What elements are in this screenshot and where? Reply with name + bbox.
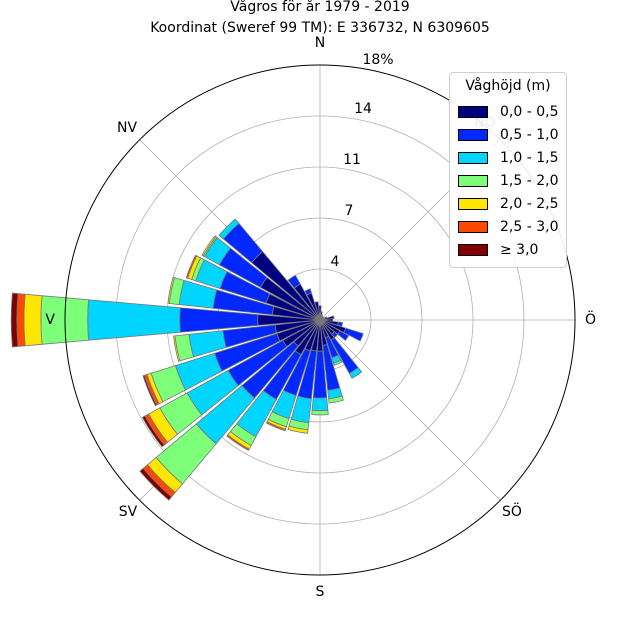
chart-title: Vågros för år 1979 - 2019 [230,0,410,15]
legend-item: 0,5 - 1,0 [458,126,568,144]
rose-bar-segment [139,467,173,501]
rose-bar-segment [87,299,181,341]
direction-label: SÖ [502,502,522,520]
legend-label: 0,0 - 0,5 [500,104,559,120]
legend-label: 2,0 - 2,5 [500,196,559,212]
legend-swatch [458,198,488,210]
legend-item: 1,5 - 2,0 [458,172,568,190]
rose-bar-segment [173,335,181,362]
legend-title: Våghöjd (m) [465,78,551,94]
rose-bar-segment [348,366,363,379]
polar-outer-circle [64,64,576,576]
direction-label: SV [119,504,138,520]
rose-bars [10,218,364,501]
radial-tick-label: 11 [343,152,361,168]
legend-item: 2,5 - 3,0 [458,218,568,236]
rose-bar-segment [201,235,217,257]
legend-item: 0,0 - 0,5 [458,103,568,121]
rose-bar-segment [328,395,344,404]
direction-label: NV [117,120,137,136]
legend-item: ≥ 3,0 [458,241,568,259]
legend: Våghöjd (m) 0,0 - 0,5 0,5 - 1,0 1,0 - 1,… [449,72,567,268]
rose-bar-segment [10,292,19,348]
radial-tick-label: 4 [331,254,340,270]
legend-label: ≥ 3,0 [500,242,539,258]
legend-item: 1,0 - 1,5 [458,149,568,167]
legend-label: 1,5 - 2,0 [500,173,559,189]
rose-bar-segment [142,374,158,407]
grid-spoke [319,319,501,501]
rose-bar-segment [265,421,286,432]
direction-label: Ö [585,310,596,328]
radial-tick-label: 18% [362,52,393,68]
rose-bar-segment [141,415,165,448]
rose-bar-segment [304,288,312,296]
radial-tick-label: 14 [354,101,372,117]
legend-swatch [458,152,488,164]
rose-bar-segment [23,293,43,347]
rose-bar-segment [331,331,338,338]
direction-label: N [315,35,325,51]
radial-tick-label: 7 [345,203,354,219]
legend-label: 0,5 - 1,0 [500,127,559,143]
rose-bar-segment [287,274,301,289]
rose-bar-segment [167,276,175,304]
rose-bar-segment [16,293,26,347]
polar-frame [64,64,576,576]
rose-bar-segment [337,330,350,341]
legend-swatch [458,175,488,187]
legend-item: 2,0 - 2,5 [458,195,568,213]
legend-label: 2,5 - 3,0 [500,219,559,235]
direction-label: V [45,312,55,328]
direction-label: S [316,584,325,600]
chart-subtitle: Koordinat (Sweref 99 TM): E 336732, N 63… [150,20,490,36]
legend-swatch [458,129,488,141]
legend-swatch [458,221,488,233]
legend-swatch [458,244,488,256]
rose-bar-segment [343,327,364,342]
rose-bar-segment [319,315,335,321]
rose-bar-segment [314,301,321,321]
rose-bar-segment [311,409,329,416]
rose-bar-segment [287,425,309,434]
rose-bar-segment [311,397,329,412]
rose-bar-segment [226,434,250,451]
rose-bar-segment [218,218,240,240]
rose-bar-segment [337,321,343,327]
legend-swatch [458,106,488,118]
rose-bar-segment [185,254,198,279]
rose-bar-segment [333,359,343,366]
legend-label: 1,0 - 1,5 [500,150,559,166]
